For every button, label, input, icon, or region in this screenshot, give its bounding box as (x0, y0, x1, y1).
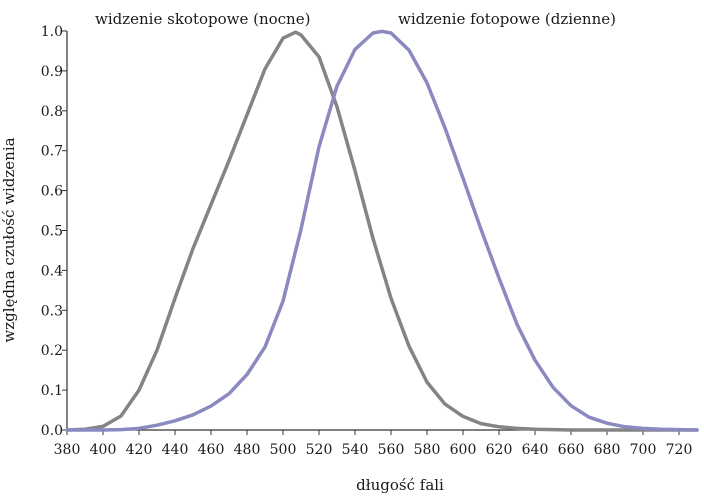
y-tick-label: 0.1 (41, 383, 63, 399)
y-tick-label: 0.8 (41, 104, 63, 120)
x-tick-label: 380 (54, 442, 81, 458)
x-axis-title: długość fali (356, 476, 444, 494)
annotations: widzenie skotopowe (nocne) widzenie foto… (95, 10, 616, 28)
x-ticks: 380 400 420 440 460 480 500 520 540 560 580 600 620 6… (54, 430, 693, 458)
x-tick-label: 480 (234, 442, 261, 458)
x-tick-label: 500 (270, 442, 297, 458)
x-tick-label: 660 (558, 442, 585, 458)
x-tick-label: 540 (342, 442, 369, 458)
y-tick-label: 0.9 (41, 64, 63, 80)
y-tick-label: 0.6 (41, 184, 63, 200)
x-tick-label: 580 (414, 442, 441, 458)
scotopic-curve (65, 30, 699, 432)
axes (66, 31, 697, 431)
x-tick-label: 460 (198, 442, 225, 458)
annotation-scotopic: widzenie skotopowe (nocne) (95, 10, 310, 28)
x-tick-label: 560 (378, 442, 405, 458)
x-tick-label: 600 (450, 442, 477, 458)
y-tick-label: 0.2 (41, 343, 63, 359)
y-tick-label: 0.0 (41, 423, 63, 439)
x-tick-label: 700 (630, 442, 657, 458)
y-tick-label: 0.5 (41, 224, 63, 240)
annotation-photopic: widzenie fotopowe (dzienne) (398, 10, 616, 28)
x-tick-label: 720 (666, 442, 693, 458)
x-tick-label: 520 (306, 442, 333, 458)
photopic-curve (65, 29, 699, 432)
y-ticks: 0.0 0.1 0.2 0.3 0.4 0.5 0.6 0.7 0.8 0.9 1.0 (41, 24, 67, 439)
x-tick-label: 640 (522, 442, 549, 458)
x-tick-label: 420 (126, 442, 153, 458)
y-axis-title: względna czułość widzenia (0, 137, 18, 342)
y-tick-label: 0.4 (41, 263, 63, 279)
x-tick-label: 620 (486, 442, 513, 458)
y-tick-label: 0.7 (41, 144, 63, 160)
series-group (65, 29, 699, 432)
x-tick-label: 680 (594, 442, 621, 458)
y-tick-label: 0.3 (41, 303, 63, 319)
x-tick-label: 440 (162, 442, 189, 458)
x-tick-label: 400 (90, 442, 117, 458)
y-tick-label: 1.0 (41, 24, 63, 40)
